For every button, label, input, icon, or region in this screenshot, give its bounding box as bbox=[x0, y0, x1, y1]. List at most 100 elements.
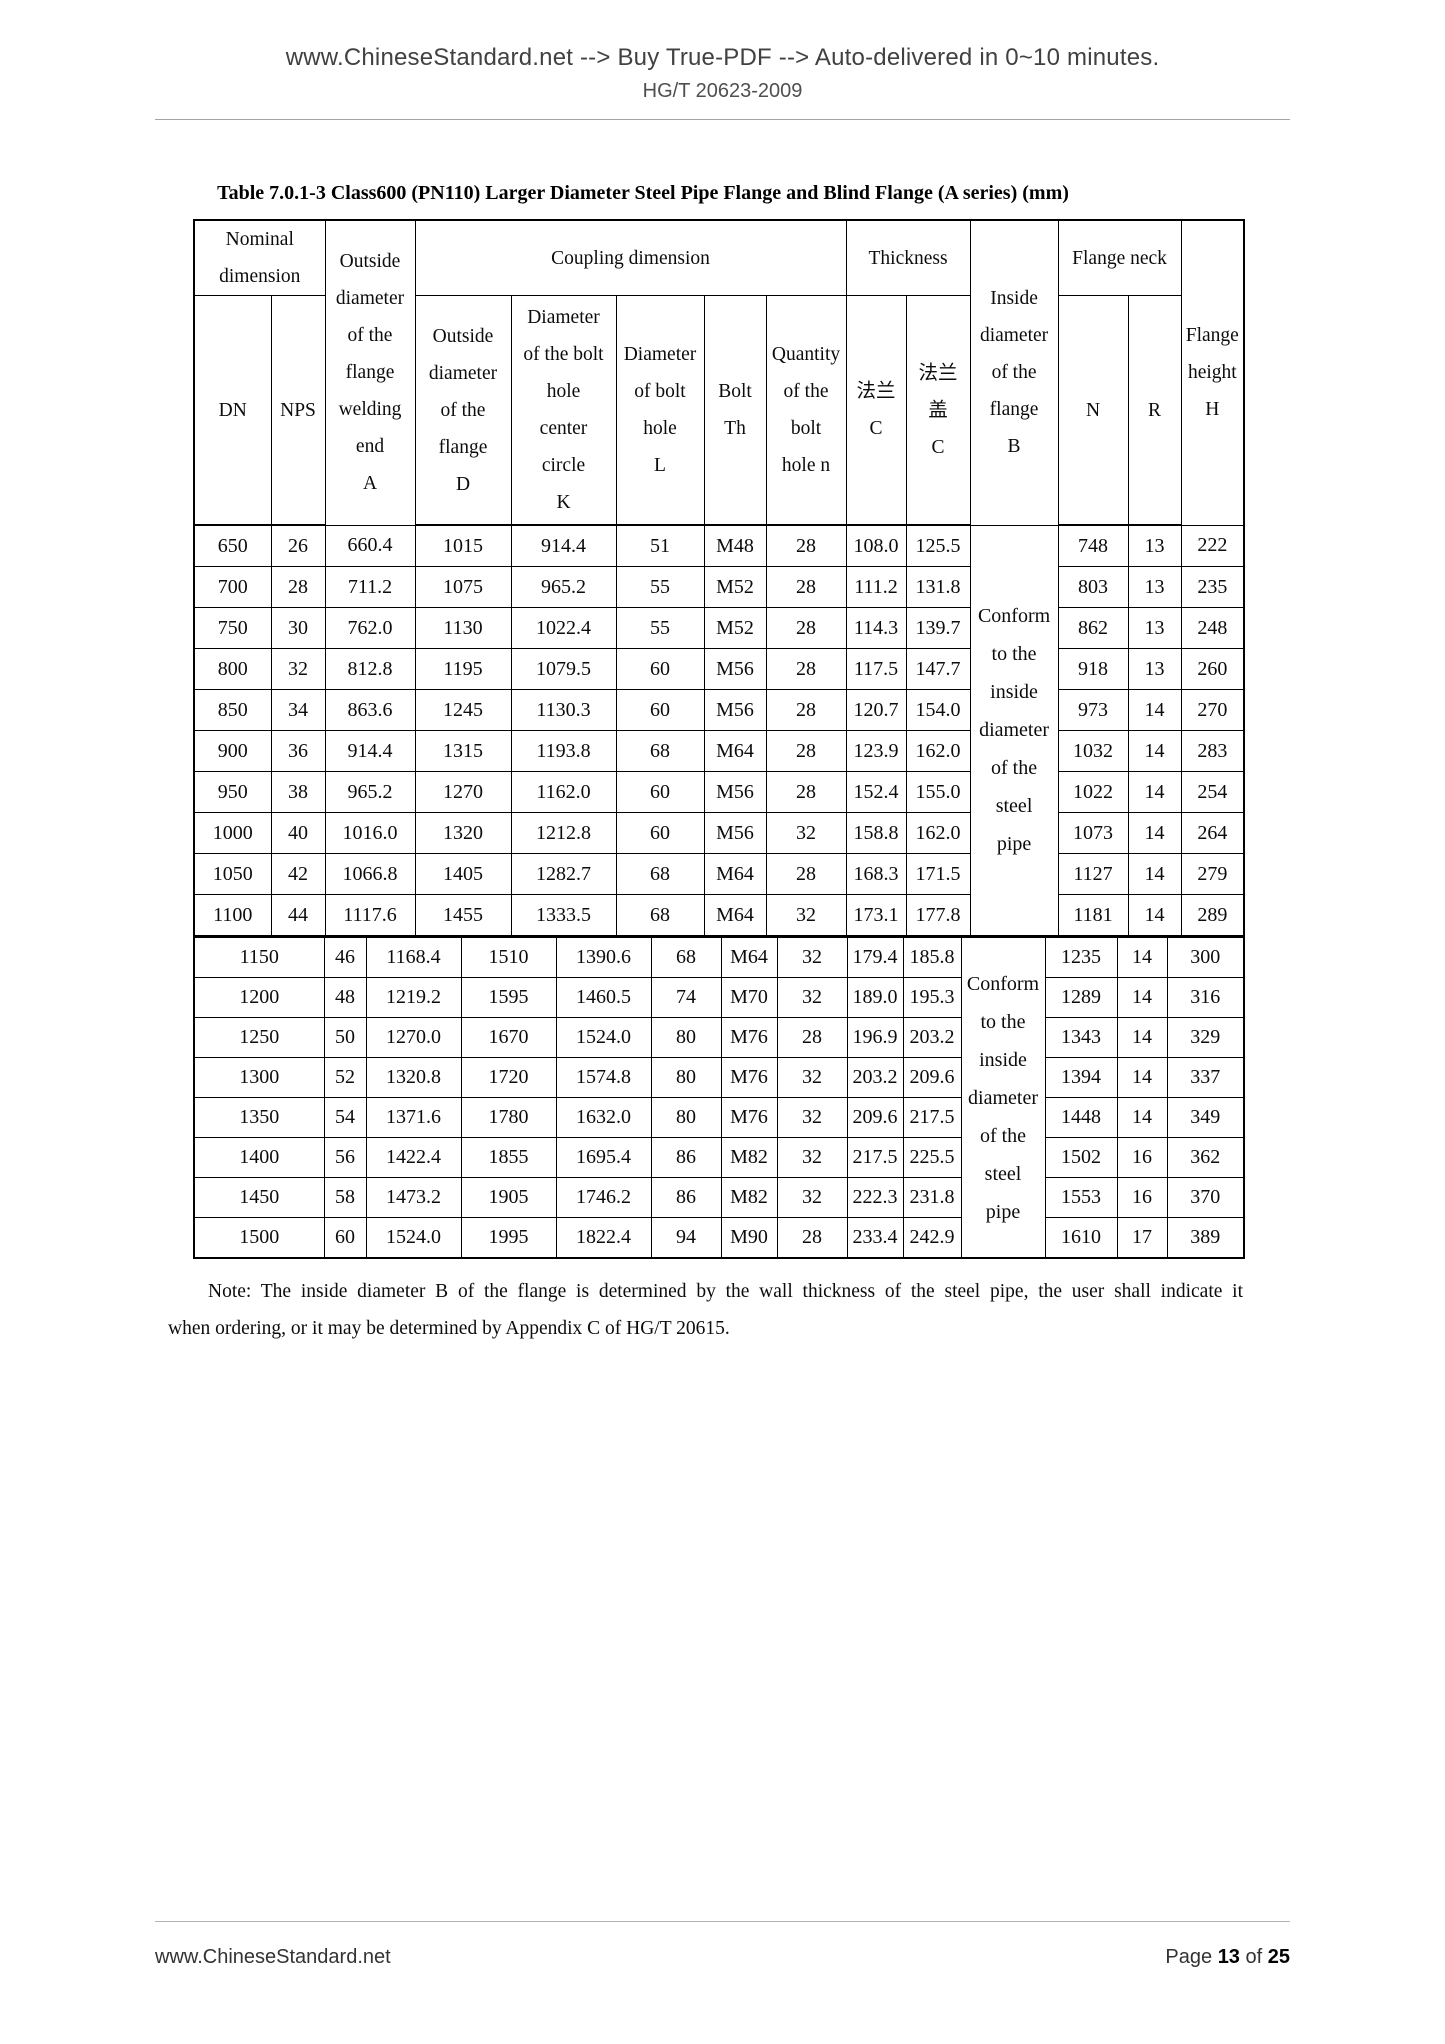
table-cell: 114.3 bbox=[845, 607, 907, 649]
table-cell: 1050 bbox=[193, 853, 272, 895]
table-cell: 918 bbox=[1057, 648, 1129, 690]
table-cell: 48 bbox=[323, 977, 367, 1018]
note-line-1: Note: The inside diameter B of the flang… bbox=[208, 1281, 1243, 1302]
table-cell: 748 bbox=[1057, 524, 1129, 567]
table-cell: 68 bbox=[615, 730, 705, 772]
table-cell: 270 bbox=[1180, 689, 1245, 731]
table-cell: 14 bbox=[1127, 771, 1182, 813]
table-cell: 1073 bbox=[1057, 812, 1129, 854]
table-cell: 32 bbox=[776, 1177, 848, 1218]
table-row: 1100 44 1117.6 1455 1333.5 68 M64 32 173.1 177.8 1… bbox=[193, 894, 1245, 937]
table-cell: 26 bbox=[270, 524, 326, 567]
table-cell: 1390.6 bbox=[555, 937, 652, 978]
table-cell: 1320.8 bbox=[365, 1057, 462, 1098]
table-cell: 1524.0 bbox=[365, 1217, 462, 1259]
table-cell: 260 bbox=[1180, 648, 1245, 690]
table-cell: 1289 bbox=[1044, 977, 1118, 1018]
table-cell: 1553 bbox=[1044, 1177, 1118, 1218]
table-cell: 32 bbox=[776, 1097, 848, 1138]
table-cell: 28 bbox=[776, 1217, 848, 1259]
table-cell: 1066.8 bbox=[324, 853, 416, 895]
table-cell: 55 bbox=[615, 607, 705, 649]
table-cell: 28 bbox=[270, 566, 326, 608]
table-row: 1000 40 1016.0 1320 1212.8 60 M56 32 158.8 162.0 1… bbox=[193, 812, 1245, 854]
table-cell: 123.9 bbox=[845, 730, 907, 772]
table-row: 1350 54 1371.6 1780 1632.0 80 M76 32 209.6 217.5 1… bbox=[193, 1097, 1245, 1138]
table-cell: 131.8 bbox=[905, 566, 971, 608]
table-cell: 231.8 bbox=[902, 1177, 962, 1218]
header-bolt-qty-n: Quantity of the bolt hole n bbox=[765, 295, 847, 526]
table-cell: 242.9 bbox=[902, 1217, 962, 1259]
table-cell: M82 bbox=[720, 1177, 778, 1218]
table-cell: 54 bbox=[323, 1097, 367, 1138]
table-cell: 28 bbox=[765, 566, 847, 608]
table-cell: 52 bbox=[323, 1057, 367, 1098]
table-cell: 1632.0 bbox=[555, 1097, 652, 1138]
table-cell: 914.4 bbox=[510, 524, 617, 567]
conform-cell: Conform to the inside diameter of the st… bbox=[960, 937, 1046, 1259]
table-cell: M52 bbox=[703, 607, 767, 649]
table-cell: 154.0 bbox=[905, 689, 971, 731]
table-cell: 86 bbox=[650, 1137, 722, 1178]
table-cell: 1282.7 bbox=[510, 853, 617, 895]
table-cell: 1235 bbox=[1044, 937, 1118, 978]
table-cell: 863.6 bbox=[324, 689, 416, 731]
table-cell: M64 bbox=[703, 894, 767, 937]
table-cell: 248 bbox=[1180, 607, 1245, 649]
table-cell: 60 bbox=[615, 771, 705, 813]
table-row: 1450 58 1473.2 1905 1746.2 86 M82 32 222.3 231.8 1… bbox=[193, 1177, 1245, 1218]
table-cell: 60 bbox=[615, 689, 705, 731]
table-cell: 152.4 bbox=[845, 771, 907, 813]
table-cell: 17 bbox=[1116, 1217, 1168, 1259]
table-wrapper: Nominal dimension Outside diameter of th… bbox=[193, 219, 1246, 1259]
table-cell: 965.2 bbox=[324, 771, 416, 813]
page-indicator: Page 13 of 25 bbox=[1165, 1946, 1290, 1969]
table-cell: 1995 bbox=[460, 1217, 557, 1259]
table-cell: M56 bbox=[703, 812, 767, 854]
table-row: 850 34 863.6 1245 1130.3 60 M56 28 120.7 154.0 973… bbox=[193, 689, 1245, 731]
header-neck-r: R bbox=[1127, 295, 1182, 526]
table-cell: 1343 bbox=[1044, 1017, 1118, 1058]
table-cell: 209.6 bbox=[846, 1097, 904, 1138]
table-cell: 1130.3 bbox=[510, 689, 617, 731]
table-cell: 44 bbox=[270, 894, 326, 937]
table-cell: 125.5 bbox=[905, 524, 971, 567]
table-cell: 28 bbox=[776, 1017, 848, 1058]
table-cell: 46 bbox=[323, 937, 367, 978]
table-cell: 56 bbox=[323, 1137, 367, 1178]
table-cell: 914.4 bbox=[324, 730, 416, 772]
table-cell: 950 bbox=[193, 771, 272, 813]
header-thickness-cover-c: 法兰 盖 C bbox=[905, 295, 971, 526]
header-bolt-hole-l: Diameter of bolt hole L bbox=[615, 295, 705, 526]
table-cell: 1270 bbox=[414, 771, 512, 813]
table-cell: 1320 bbox=[414, 812, 512, 854]
table-cell: 762.0 bbox=[324, 607, 416, 649]
table-cell: 13 bbox=[1127, 607, 1182, 649]
table-cell: 1670 bbox=[460, 1017, 557, 1058]
page-total: 25 bbox=[1267, 1946, 1290, 1968]
table-cell: 389 bbox=[1166, 1217, 1245, 1259]
table-cell: 711.2 bbox=[324, 566, 416, 608]
table-cell: 189.0 bbox=[846, 977, 904, 1018]
table-cell: M76 bbox=[720, 1017, 778, 1058]
table-cell: 14 bbox=[1116, 1017, 1168, 1058]
table-row: 1200 48 1219.2 1595 1460.5 74 M70 32 189.0 195.3 1… bbox=[193, 977, 1245, 1018]
table-cell: 1400 bbox=[193, 1137, 325, 1178]
table-cell: 28 bbox=[765, 853, 847, 895]
table-cell: M52 bbox=[703, 566, 767, 608]
table-cell: 1200 bbox=[193, 977, 325, 1018]
header-welding-end-a: Outside diameter of the flange welding e… bbox=[324, 219, 416, 526]
table-cell: 34 bbox=[270, 689, 326, 731]
table-cell: 203.2 bbox=[902, 1017, 962, 1058]
table-cell: 28 bbox=[765, 771, 847, 813]
footer-site: www.ChineseStandard.net bbox=[155, 1946, 391, 1968]
header-dn: DN bbox=[193, 295, 272, 526]
table-cell: 850 bbox=[193, 689, 272, 731]
table-cell: 254 bbox=[1180, 771, 1245, 813]
page-label: Page bbox=[1165, 1946, 1213, 1968]
table-cell: 68 bbox=[650, 937, 722, 978]
table-cell: 800 bbox=[193, 648, 272, 690]
table-row: 800 32 812.8 1195 1079.5 60 M56 28 117.5 147.7 918… bbox=[193, 648, 1245, 690]
table-cell: 289 bbox=[1180, 894, 1245, 937]
table-cell: 32 bbox=[776, 1057, 848, 1098]
